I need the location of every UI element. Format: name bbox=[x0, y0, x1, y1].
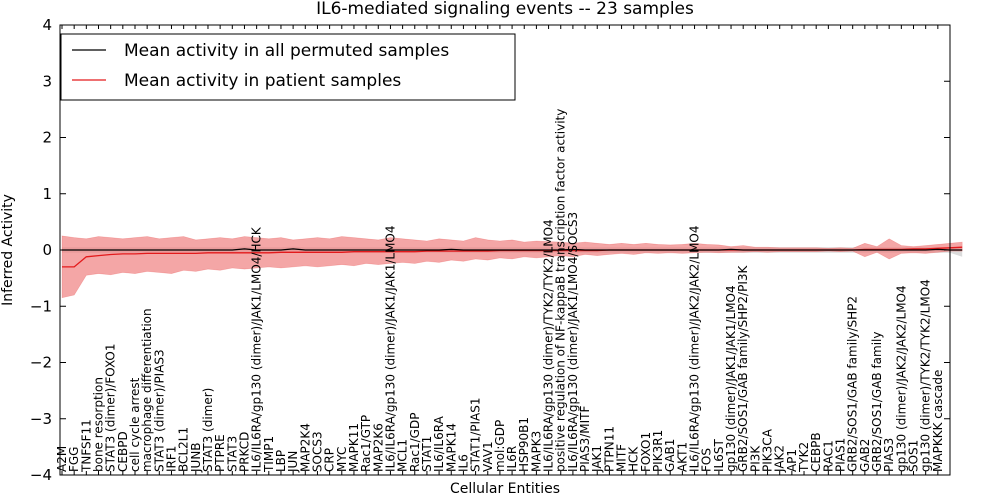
x-category-label: MAPK3 bbox=[529, 431, 543, 472]
x-category-label: Rac1/GDP bbox=[408, 413, 422, 472]
x-category-label: MAPK14 bbox=[444, 423, 458, 472]
x-category-label: PTPN11 bbox=[602, 426, 616, 472]
x-category-label: PRKCD bbox=[238, 432, 252, 472]
x-category-label: macrophage differentiation bbox=[140, 308, 154, 472]
x-category-label: PTPRE bbox=[213, 434, 227, 472]
x-category-label: IRF1 bbox=[165, 446, 179, 472]
x-category-label: MAP2K6 bbox=[371, 423, 385, 472]
x-category-label: JUN bbox=[286, 451, 300, 473]
x-category-label: JAK1 bbox=[590, 445, 604, 473]
x-category-label: FOS bbox=[700, 448, 714, 472]
x-category-label: MITF bbox=[615, 444, 629, 472]
legend-label-permuted: Mean activity in all permuted samples bbox=[124, 41, 449, 61]
x-category-label: IL6/IL6RA/gp130 (dimer)/TYK2/TYK2/LMO4 bbox=[542, 219, 556, 472]
y-tick-label: 0 bbox=[42, 241, 52, 259]
x-category-label: IL6R bbox=[505, 446, 519, 472]
x-category-label: GRB2/SOS1/GAB family bbox=[870, 331, 884, 472]
y-tick-label: −1 bbox=[30, 297, 52, 315]
x-category-label: FOXO1 bbox=[639, 432, 653, 472]
x-category-label: JAK2 bbox=[773, 445, 787, 473]
y-tick-label: −3 bbox=[30, 410, 52, 428]
uncertainty-bands bbox=[61, 235, 963, 299]
y-axis-ticks: −4 −3 −2 −1 0 1 2 3 4 bbox=[30, 16, 950, 484]
y-tick-label: 4 bbox=[42, 16, 52, 34]
x-category-label: TNFSF11 bbox=[79, 419, 93, 473]
band-patient bbox=[61, 235, 963, 299]
x-category-label: gp130 (dimer)/JAK2/JAK2/LMO4 bbox=[894, 285, 908, 472]
x-category-label: HCK bbox=[627, 446, 641, 472]
y-tick-label: 1 bbox=[42, 185, 52, 203]
series-line-permuted bbox=[62, 248, 963, 251]
x-category-label: MAPKKK cascade bbox=[931, 370, 945, 472]
x-category-label: positive regulation of NF-kappaB transcr… bbox=[554, 109, 568, 472]
x-category-label: STAT3 (dimer)/FOXO1 bbox=[104, 343, 118, 472]
x-category-label: TYK2 bbox=[797, 442, 811, 473]
legend: Mean activity in all permuted samples Me… bbox=[60, 33, 516, 101]
x-category-label: gp130 (dimer)/JAK1/JAK1/LMO4 bbox=[724, 285, 738, 472]
x-category-label: GAB2 bbox=[858, 439, 872, 472]
x-category-label: STAT1 bbox=[420, 436, 434, 472]
x-category-label: STAT3 (dimer) bbox=[201, 388, 215, 472]
x-category-label: A2M bbox=[55, 446, 69, 472]
x-category-label: CRP bbox=[323, 448, 337, 472]
x-category-label: STAT3 (dimer)/PIAS3 bbox=[152, 349, 166, 472]
series-lines bbox=[62, 246, 963, 268]
y-tick-label: −2 bbox=[30, 354, 52, 372]
x-category-label: MCL1 bbox=[396, 439, 410, 472]
x-category-label: IL6/IL6RA/gp130 (dimer)/JAK1/LMO4/SOCS3 bbox=[566, 212, 580, 472]
x-category-label: PIK3CA bbox=[761, 428, 775, 472]
y-tick-label: 3 bbox=[42, 72, 52, 90]
x-category-label: PIK3R1 bbox=[651, 430, 665, 472]
x-category-label: IL6ST bbox=[712, 439, 726, 472]
x-category-label: TIMP1 bbox=[262, 436, 276, 473]
x-category-label: Rac1/GTP bbox=[359, 415, 373, 472]
x-category-label: STAT1/PIAS1 bbox=[469, 397, 483, 472]
x-category-label: PIAS1 bbox=[834, 438, 848, 472]
x-category-label: CEBPD bbox=[116, 431, 130, 472]
x-category-label: RAC1 bbox=[821, 440, 835, 472]
legend-label-patient: Mean activity in patient samples bbox=[124, 71, 401, 91]
x-category-label: CEBPB bbox=[809, 432, 823, 472]
y-tick-label: 2 bbox=[42, 129, 52, 147]
x-category-label: PIAS3/MITF bbox=[578, 406, 592, 473]
x-category-label: MAP2K4 bbox=[298, 423, 312, 472]
x-category-label: PIAS3 bbox=[882, 438, 896, 472]
x-category-label: IL6/IL6RA/gp130 (dimer)/JAK2/JAK2/LMO4 bbox=[688, 225, 702, 471]
x-category-label: PI3K bbox=[748, 445, 762, 472]
x-category-label: VAV1 bbox=[481, 441, 495, 472]
x-category-label: GAB1 bbox=[663, 439, 677, 472]
x-category-label: mol:GDP bbox=[493, 420, 507, 472]
x-category-label: LBP bbox=[274, 450, 288, 472]
x-category-label: AKT1 bbox=[675, 442, 689, 472]
x-category-label: IL6/IL6RA/gp130 (dimer)/JAK1/JAK1/LMO4 bbox=[383, 225, 397, 471]
x-category-label: SOCS3 bbox=[311, 431, 325, 472]
x-category-label: SOS1 bbox=[907, 440, 921, 472]
x-category-label: BCL2L1 bbox=[177, 427, 191, 472]
y-axis-label: Inferred Activity bbox=[0, 194, 16, 306]
x-category-label: MYC bbox=[335, 447, 349, 472]
x-category-label: IL6/IL6RA/gp130 (dimer)/JAK1/LMO4/HCK bbox=[250, 226, 264, 472]
x-category-label: gp130 (dimer)/TYK2/TYK2/LMO4 bbox=[919, 279, 933, 472]
y-tick-label: −4 bbox=[30, 466, 52, 484]
x-category-label: GRB2/SOS1/GAB family/SHP2/PI3K bbox=[736, 264, 750, 472]
x-category-label: IL6/IL6RA bbox=[432, 415, 446, 472]
x-category-label: HSP90B1 bbox=[517, 417, 531, 472]
x-category-label: bone resorption bbox=[92, 377, 106, 472]
x-category-label: JUNB bbox=[189, 442, 203, 473]
legend-box bbox=[60, 33, 516, 101]
x-category-label: IL6 bbox=[456, 454, 470, 472]
x-category-label: AP1 bbox=[785, 449, 799, 472]
x-category-label: cell cycle arrest bbox=[128, 377, 142, 472]
x-axis-label: Cellular Entities bbox=[450, 481, 560, 497]
x-category-label: GRB2/SOS1/GAB family/SHP2 bbox=[846, 296, 860, 472]
chart-title: IL6-mediated signaling events -- 23 samp… bbox=[316, 0, 694, 19]
x-category-label: FGG bbox=[67, 447, 81, 473]
x-category-label: MAPK11 bbox=[347, 423, 361, 472]
x-category-label: STAT3 bbox=[225, 436, 239, 472]
